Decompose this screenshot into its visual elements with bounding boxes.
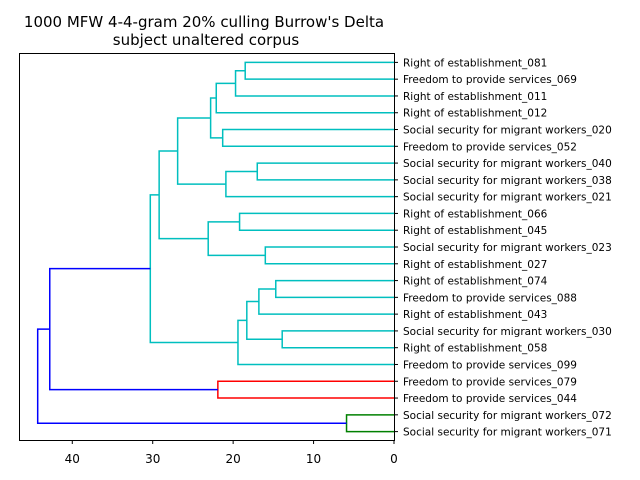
chart-title-line-1: 1000 MFW 4-4-gram 20% culling Burrow's D… <box>24 13 384 31</box>
leaf-label: Right of establishment_045 <box>403 225 547 237</box>
leaf-label: Right of establishment_066 <box>403 208 548 220</box>
leaf-label: Right of establishment_081 <box>403 57 547 69</box>
leaf-label: Right of establishment_027 <box>403 259 547 271</box>
leaf-label: Right of establishment_058 <box>403 343 547 355</box>
dendrogram-link <box>237 319 394 366</box>
x-tick-label: 40 <box>65 452 80 466</box>
dendrogram-link <box>36 328 347 424</box>
dendrogram-link <box>264 246 394 265</box>
x-axis: 40 30 20 10 0 <box>65 440 398 466</box>
leaf-label: Social security for migrant workers_038 <box>403 175 612 187</box>
x-tick-label: 0 <box>390 452 398 466</box>
dendrogram-link <box>246 300 283 341</box>
leaf-label: Social security for migrant workers_072 <box>403 410 612 422</box>
x-tick-label: 10 <box>306 452 321 466</box>
x-tick-label: 30 <box>145 452 160 466</box>
leaf-label: Right of establishment_012 <box>403 108 547 120</box>
leaf-label: Freedom to provide services_052 <box>403 141 577 153</box>
leaf-label: Right of establishment_043 <box>403 309 547 321</box>
leaf-label: Freedom to provide services_044 <box>403 393 577 405</box>
leaf-label: Freedom to provide services_099 <box>403 359 577 371</box>
dendrogram-link <box>258 288 394 315</box>
leaf-label: Social security for migrant workers_021 <box>403 192 612 204</box>
leaf-label: Social security for migrant workers_030 <box>403 326 612 338</box>
leaf-label-axis: Right of establishment_081 Freedom to pro… <box>394 57 612 439</box>
leaf-label: Freedom to provide services_069 <box>403 74 577 86</box>
leaf-label: Social security for migrant workers_071 <box>403 427 612 439</box>
dendrogram-link <box>149 194 238 344</box>
dendrogram-link <box>275 279 394 299</box>
chart-title-line-2: subject unaltered corpus <box>113 31 300 49</box>
leaf-label: Right of establishment_011 <box>403 91 547 103</box>
dendrogram-link <box>256 162 394 181</box>
leaf-label: Social security for migrant workers_023 <box>403 242 612 254</box>
leaf-label: Social security for migrant workers_020 <box>403 125 612 137</box>
x-tick-label: 20 <box>225 452 240 466</box>
leaf-label: Right of establishment_074 <box>403 276 548 288</box>
dendrogram-link <box>234 70 394 97</box>
dendrogram-link <box>217 380 394 399</box>
leaf-label: Freedom to provide services_088 <box>403 292 577 304</box>
dendrogram-link <box>176 117 226 185</box>
dendrogram-link <box>244 61 394 80</box>
dendrogram-link <box>281 330 394 349</box>
dendrogram-link <box>225 170 394 198</box>
dendrogram-links <box>36 61 394 433</box>
dendrogram-link <box>49 267 218 391</box>
dendrogram-link <box>345 414 394 433</box>
leaf-label: Freedom to provide services_079 <box>403 376 577 388</box>
dendrogram-link <box>158 150 209 240</box>
dendrogram-link <box>215 82 394 114</box>
dendrogram-link <box>238 212 394 231</box>
dendrogram-link <box>207 221 266 257</box>
dendrogram-link <box>221 128 394 148</box>
leaf-label: Social security for migrant workers_040 <box>403 158 612 170</box>
